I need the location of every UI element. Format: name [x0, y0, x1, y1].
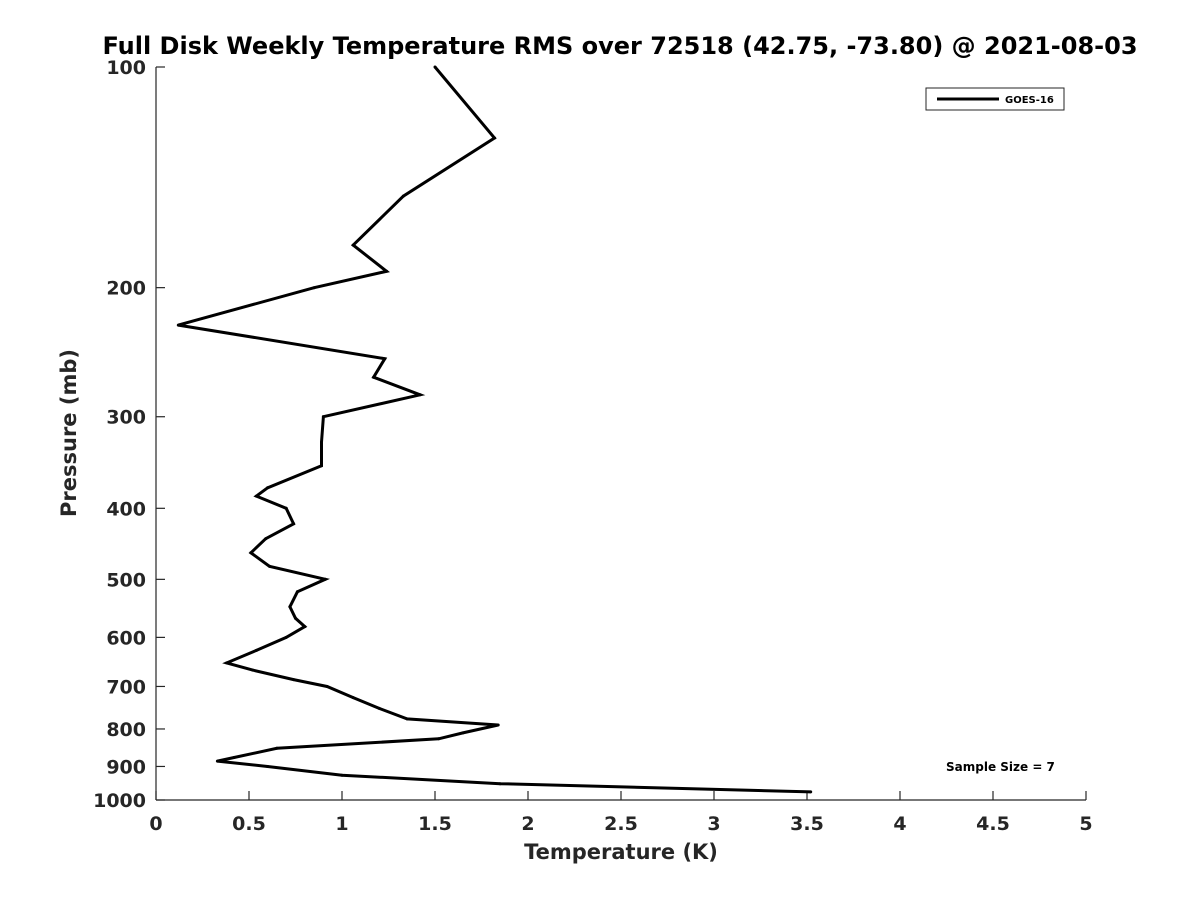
y-tick-label: 700 [106, 676, 146, 698]
data-point-goes-16 [303, 625, 307, 629]
data-point-goes-16 [383, 357, 387, 361]
y-ticks: 100 200 300 400 500 600 700 800 900 1000 [93, 57, 165, 812]
data-point-goes-16 [294, 616, 297, 620]
data-point-goes-16 [292, 522, 296, 526]
data-point-goes-16 [496, 723, 500, 727]
y-tick-label: 400 [106, 498, 146, 520]
data-point-goes-16 [249, 551, 253, 555]
data-point-goes-16 [372, 375, 376, 379]
data-point-goes-16 [268, 564, 271, 568]
y-tick-label: 600 [106, 627, 146, 649]
data-point-goes-16 [325, 685, 329, 688]
data-point-goes-16 [321, 415, 325, 419]
series-group [176, 65, 813, 794]
data-point-goes-16 [498, 782, 502, 786]
data-point-goes-16 [284, 635, 288, 639]
data-point-goes-16 [351, 696, 355, 700]
data-point-goes-16 [320, 440, 323, 444]
data-point-goes-16 [251, 668, 255, 672]
data-point-goes-16 [433, 65, 437, 69]
data-point-goes-16 [405, 717, 409, 721]
data-point-goes-16 [312, 286, 316, 290]
y-tick-label: 1000 [93, 790, 146, 812]
x-tick-label: 3 [707, 813, 720, 835]
data-point-goes-16 [385, 269, 389, 273]
chart-title: Full Disk Weekly Temperature RMS over 72… [102, 32, 1137, 60]
data-point-goes-16 [809, 790, 813, 794]
y-tick-label: 900 [106, 756, 146, 778]
x-tick-label: 3.5 [790, 813, 824, 835]
data-point-goes-16 [401, 194, 405, 198]
data-point-goes-16 [320, 464, 323, 468]
sample-size-annotation: Sample Size = 7 [946, 760, 1055, 774]
x-tick-label: 1.5 [418, 813, 452, 835]
x-tick-label: 2 [521, 813, 534, 835]
y-tick-label: 100 [106, 57, 146, 79]
y-tick-label: 200 [106, 278, 146, 300]
y-tick-label: 300 [106, 407, 146, 429]
x-tick-label: 1 [335, 813, 348, 835]
data-point-goes-16 [225, 661, 229, 665]
data-point-goes-16 [232, 756, 236, 759]
data-point-goes-16 [323, 577, 327, 581]
legend-label-goes-16: GOES-16 [1005, 95, 1054, 106]
data-point-goes-16 [292, 678, 296, 682]
x-tick-label: 5 [1079, 813, 1092, 835]
data-point-goes-16 [266, 486, 270, 490]
x-tick-label: 2.5 [604, 813, 638, 835]
data-point-goes-16 [340, 773, 344, 777]
data-point-goes-16 [215, 759, 219, 763]
x-tick-label: 4.5 [976, 813, 1010, 835]
data-point-goes-16 [254, 648, 258, 652]
data-point-goes-16 [254, 494, 258, 498]
data-point-goes-16 [461, 731, 465, 735]
data-point-goes-16 [266, 765, 270, 768]
data-point-goes-16 [176, 323, 180, 327]
data-point-goes-16 [275, 746, 279, 750]
x-axis-label: Temperature (K) [524, 840, 718, 864]
y-axis-label: Pressure (mb) [57, 349, 81, 517]
series-line-goes-16 [177, 66, 811, 794]
data-point-goes-16 [264, 537, 268, 541]
x-tick-label: 4 [893, 813, 906, 835]
data-point-goes-16 [377, 706, 381, 710]
data-point-goes-16 [351, 243, 355, 247]
data-point-goes-16 [418, 393, 422, 397]
y-tick-label: 800 [106, 719, 146, 741]
y-tick-label: 500 [106, 569, 146, 591]
legend: GOES-16 [925, 87, 1065, 111]
data-point-goes-16 [437, 737, 441, 741]
x-tick-label: 0.5 [232, 813, 266, 835]
x-ticks: 0 0.5 1 1.5 2 2.5 3 3.5 4 4.5 5 [149, 791, 1093, 835]
x-tick-label: 0 [149, 813, 162, 835]
data-point-goes-16 [284, 506, 288, 510]
data-point-goes-16 [295, 590, 299, 594]
data-point-goes-16 [493, 136, 496, 140]
data-point-goes-16 [288, 605, 292, 609]
